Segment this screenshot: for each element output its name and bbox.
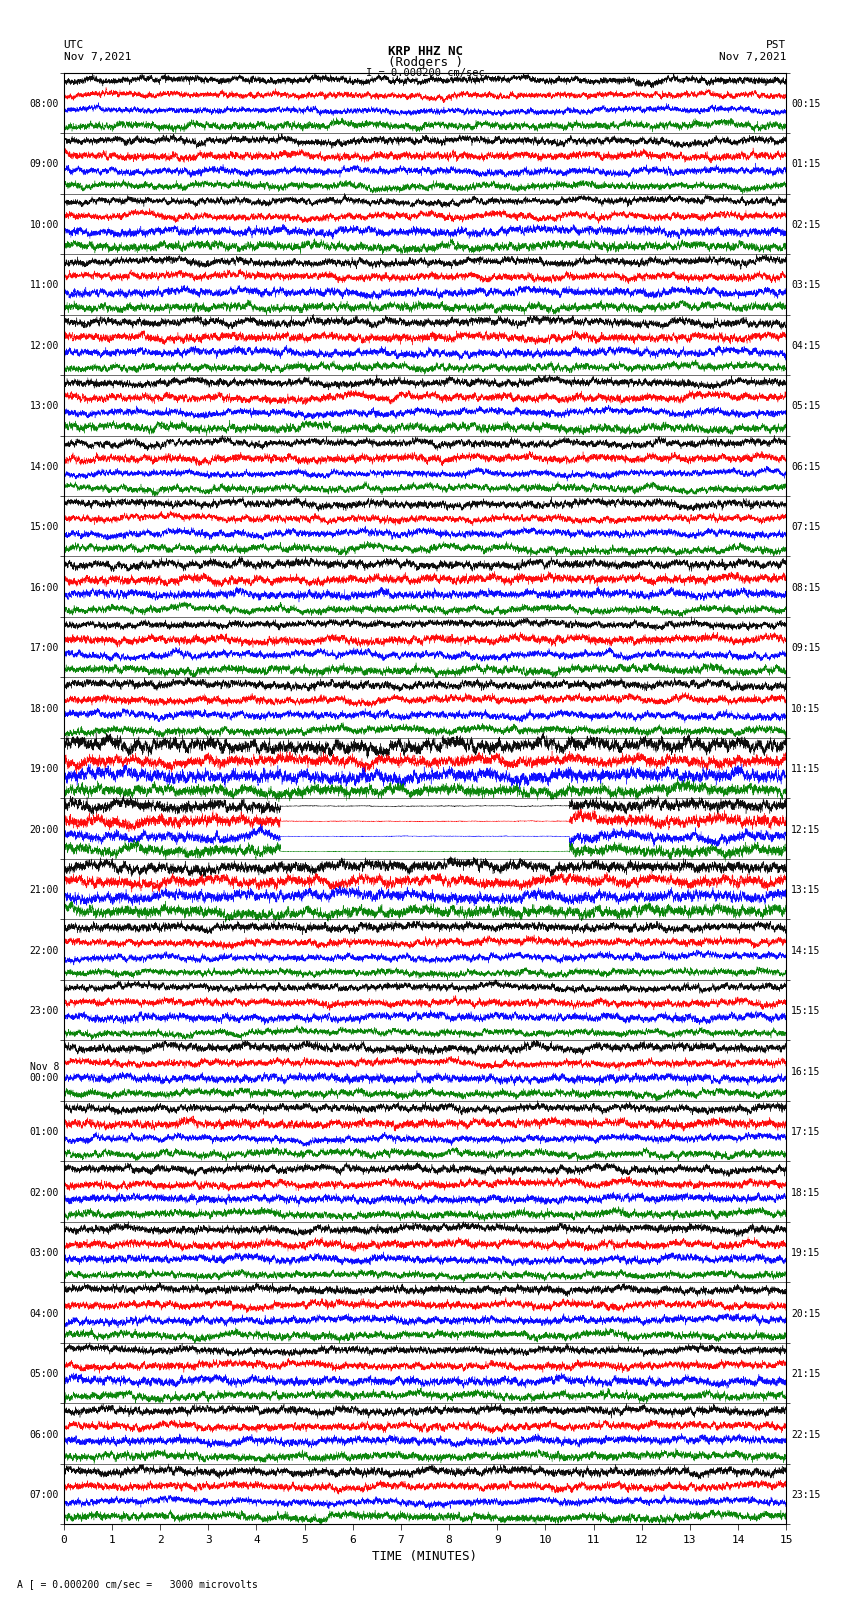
Text: KRP HHZ NC: KRP HHZ NC [388, 45, 462, 58]
Text: PST: PST [766, 40, 786, 50]
Text: Nov 7,2021: Nov 7,2021 [64, 52, 131, 61]
Text: UTC: UTC [64, 40, 84, 50]
Text: Nov 7,2021: Nov 7,2021 [719, 52, 786, 61]
Text: I = 0.000200 cm/sec: I = 0.000200 cm/sec [366, 68, 484, 77]
X-axis label: TIME (MINUTES): TIME (MINUTES) [372, 1550, 478, 1563]
Text: (Rodgers ): (Rodgers ) [388, 56, 462, 69]
Text: A [ = 0.000200 cm/sec =   3000 microvolts: A [ = 0.000200 cm/sec = 3000 microvolts [17, 1579, 258, 1589]
